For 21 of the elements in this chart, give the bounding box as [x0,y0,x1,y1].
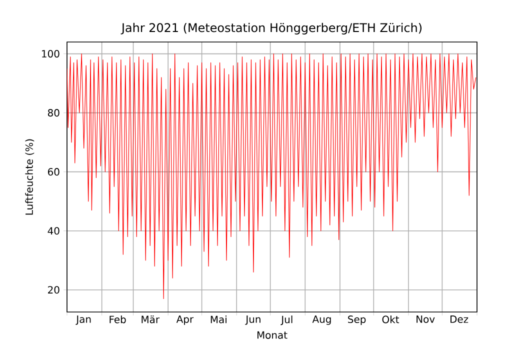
line-series [67,54,476,300]
x-tick-label: Mär [142,316,160,324]
x-tick-label: Jun [245,316,260,325]
y-tick-label: 20 [48,286,60,294]
x-tick-label: Apr [176,316,194,325]
x-tick-label: Okt [382,316,400,324]
x-tick-label: Jul [280,316,292,326]
x-tick-label: Mai [210,316,226,324]
y-axis-title: Luftfeuchte (%) [25,139,34,215]
x-tick-label: Nov [416,316,435,323]
y-tick-label: 60 [48,168,60,176]
y-tick-label: 100 [42,50,60,58]
x-tick-label: Feb [110,316,126,324]
x-tick-label: Sep [348,316,366,325]
x-axis-title: Monat [257,331,288,339]
x-tick-label: Jan [76,316,91,325]
chart-title: Jahr 2021 (Meteostation Hönggerberg/ETH Zürich) [120,22,422,34]
y-tick-label: 80 [48,109,60,117]
y-tick-label: 40 [48,227,60,235]
x-tick-label: Aug [312,316,331,325]
x-tick-label: Dez [450,316,468,323]
